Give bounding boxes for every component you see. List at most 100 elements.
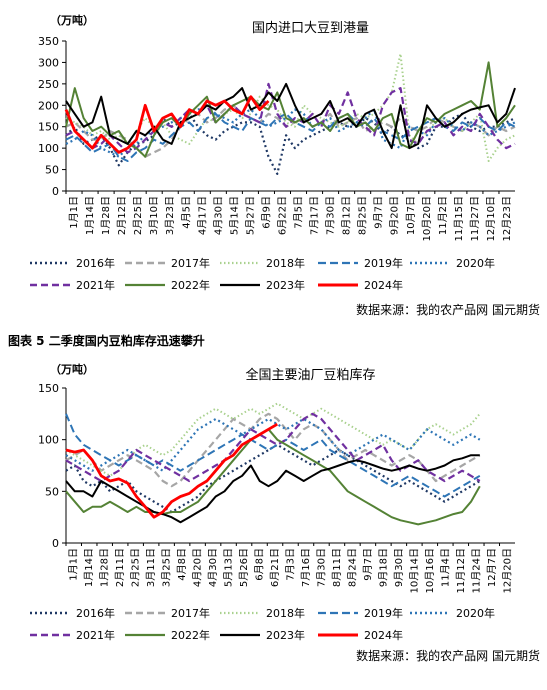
arrivals-chart: 国内进口大豆到港量 （万吨） 0 50 100 150 200 250 300 350 1月1日 1月… [30, 13, 540, 317]
x-tick-label: 6月22日 [276, 196, 288, 235]
x-tick-label: 12月20日 [501, 548, 513, 593]
chart-title: 国内进口大豆到港量 [252, 20, 369, 36]
x-tick-label: 5月14日 [228, 196, 240, 235]
x-tick-label: 11月12日 [455, 548, 467, 593]
x-tick-label: 4月30日 [212, 196, 224, 235]
y-tick-label: 250 [38, 78, 59, 91]
x-tick-label: 7月5日 [293, 196, 305, 229]
series-line-2024年 [64, 95, 270, 154]
x-tick-label: 11月15日 [453, 196, 465, 241]
x-tick-label: 6月21日 [269, 548, 281, 587]
series-line-2021年 [65, 412, 481, 483]
y-tick-label: 150 [38, 382, 59, 395]
x-tick-label: 11月4日 [439, 548, 451, 587]
legend-label: 2021年 [76, 628, 115, 642]
y-tick-label: 200 [38, 99, 59, 112]
x-tick-label: 1月14日 [83, 548, 95, 587]
inventory-chart: 全国主要油厂豆粕库存 （万吨） 0 50 100 150 1月1日 1月14日 1月28日 2月1… [30, 362, 540, 663]
x-tick-label: 7月3日 [285, 548, 297, 581]
x-tick-label: 1月14日 [84, 196, 96, 235]
x-tick-label: 10月16日 [424, 548, 436, 593]
x-tick-label: 7月17日 [309, 196, 321, 235]
y-axis-unit: （万吨） [50, 13, 94, 27]
y-tick-label: 0 [52, 185, 59, 198]
legend-label: 2023年 [266, 628, 305, 642]
x-tick-label: 2月11日 [114, 548, 126, 587]
x-tick-label: 5月27日 [244, 196, 256, 235]
series-line-2021年 [65, 82, 516, 154]
y-tick-label: 300 [38, 56, 59, 69]
series-line-2019年 [65, 112, 516, 162]
legend-label: 2018年 [266, 606, 305, 620]
x-tick-label: 8月25日 [357, 196, 369, 235]
x-tick-label: 2月25日 [132, 196, 144, 235]
x-tick-label: 11月2日 [437, 196, 449, 235]
legend-label: 2017年 [171, 256, 210, 270]
series-line-2022年 [65, 61, 516, 158]
data-source: 数据来源：我的农产品网 国元期货 [356, 648, 540, 663]
x-tick-label: 1月28日 [100, 196, 112, 235]
y-axis-unit: （万吨） [50, 362, 94, 376]
y-tick-label: 350 [38, 35, 59, 48]
x-tick-label: 5月13日 [223, 548, 235, 587]
legend-label: 2022年 [171, 628, 210, 642]
y-tick-label: 150 [38, 121, 59, 134]
x-tick-label: 1月28日 [99, 548, 111, 587]
y-tick-label: 50 [45, 485, 59, 498]
x-tick-label: 8月11日 [331, 548, 343, 587]
x-tick-label: 3月10日 [148, 196, 160, 235]
series-line-2023年 [65, 82, 516, 150]
x-tick-label: 2月12日 [116, 196, 128, 235]
x-tick-label: 8月24日 [346, 548, 358, 587]
series-line-2023年 [65, 454, 480, 524]
series-line-2022年 [65, 428, 481, 526]
x-tick-label: 3月25日 [161, 548, 173, 587]
x-tick-label: 4月20日 [192, 548, 204, 587]
legend-label: 2020年 [456, 256, 495, 270]
x-tick-label: 8月12日 [341, 196, 353, 235]
x-tick-label: 12月10日 [485, 196, 497, 241]
series-line-2019年 [65, 413, 481, 498]
x-tick-label: 9月20日 [389, 196, 401, 235]
y-tick-label: 0 [52, 537, 59, 550]
x-tick-label: 7月30日 [315, 548, 327, 587]
x-tick-label: 7月16日 [300, 548, 312, 587]
y-tick-label: 100 [38, 434, 59, 447]
x-tick-label: 11月27日 [469, 196, 481, 241]
x-tick-label: 12月7日 [486, 548, 498, 587]
legend-label: 2016年 [76, 256, 115, 270]
legend-label: 2018年 [266, 256, 305, 270]
x-tick-label: 10月7日 [405, 196, 417, 235]
series-line-2017年 [65, 412, 481, 488]
x-tick-label: 6月9日 [260, 196, 272, 229]
y-tick-label: 100 [38, 142, 59, 155]
x-tick-label: 9月7日 [362, 548, 374, 581]
series-line-2024年 [65, 422, 279, 519]
x-tick-label: 7月30日 [325, 196, 337, 235]
y-tick-label: 50 [45, 164, 59, 177]
x-tick-label: 2月25日 [130, 548, 142, 587]
data-source: 数据来源：我的农产品网 国元期货 [356, 302, 540, 317]
x-tick-label: 5月26日 [238, 548, 250, 587]
legend-label: 2024年 [364, 278, 403, 292]
x-tick-label: 4月30日 [207, 548, 219, 587]
legend-label: 2023年 [266, 278, 305, 292]
x-tick-label: 1月1日 [68, 548, 80, 581]
x-tick-label: 4月5日 [180, 196, 192, 229]
x-tick-label: 9月18日 [377, 548, 389, 587]
x-tick-label: 12月23日 [501, 196, 513, 241]
x-tick-label: 11月24日 [470, 548, 482, 593]
series-line-2020年 [65, 417, 481, 472]
x-tick-label: 3月11日 [145, 548, 157, 587]
chart-title: 全国主要油厂豆粕库存 [245, 367, 375, 383]
legend-label: 2019年 [364, 606, 403, 620]
x-tick-label: 3月23日 [164, 196, 176, 235]
x-tick-label: 10月14日 [408, 548, 420, 593]
legend-label: 2024年 [364, 628, 403, 642]
section-title: 图表 5 二季度国内豆粕库存迅速攀升 [8, 334, 205, 348]
x-tick-label: 9月30日 [393, 548, 405, 587]
legend-label: 2022年 [171, 278, 210, 292]
x-tick-label: 1月1日 [68, 196, 80, 229]
legend-label: 2019年 [364, 256, 403, 270]
x-tick-label: 4月17日 [196, 196, 208, 235]
